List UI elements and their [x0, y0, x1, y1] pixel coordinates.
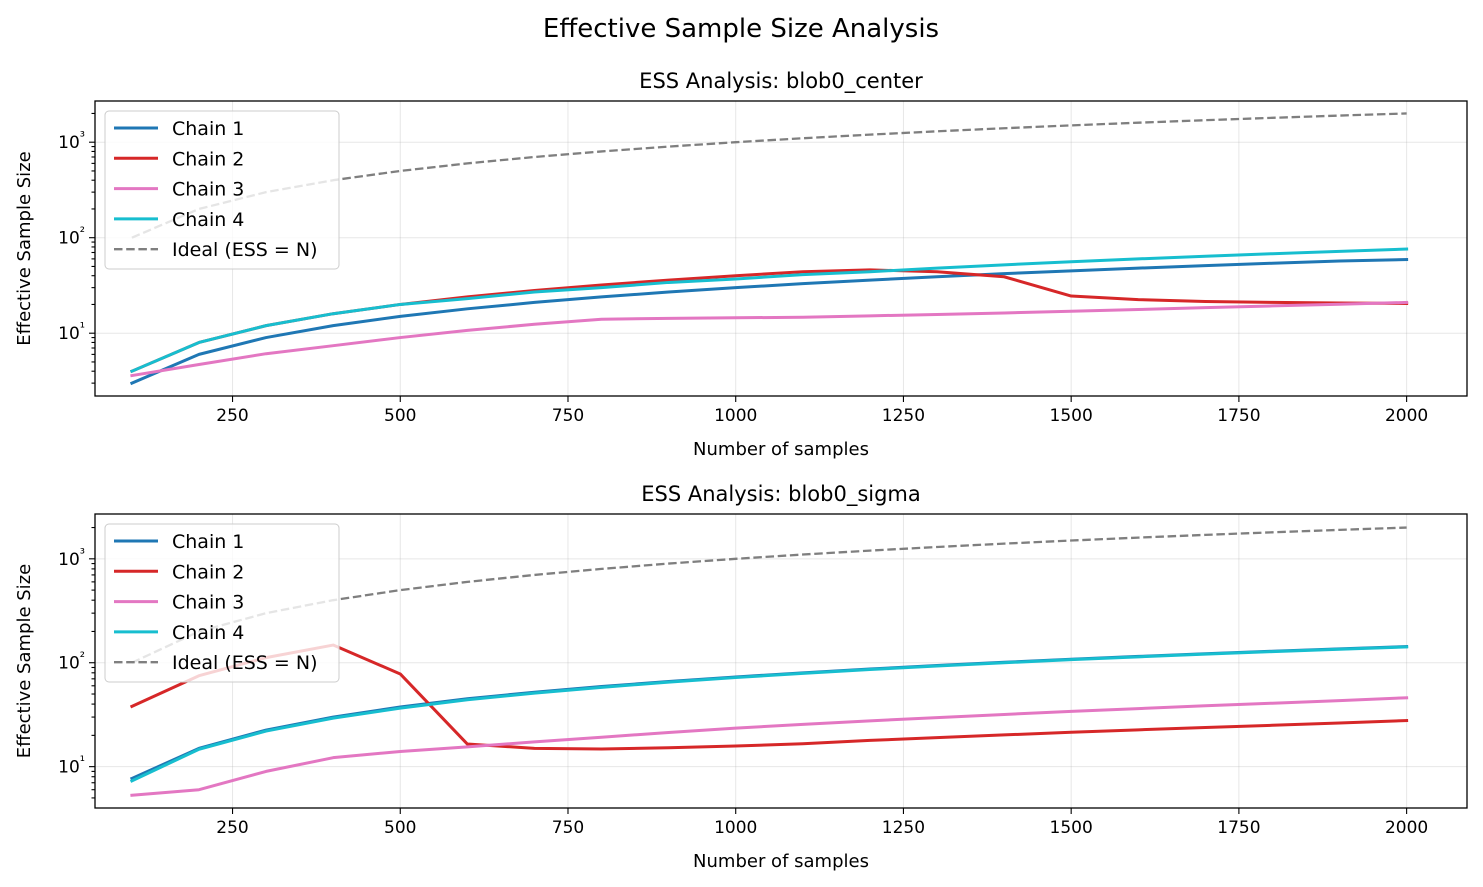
x-tick-label: 750 [552, 406, 584, 426]
series-line-chain-4 [129, 247, 1409, 374]
x-axis-label: Number of samples [693, 851, 869, 872]
legend-box [104, 110, 340, 270]
series-line-ideal-ess-n [131, 526, 1407, 664]
x-tick-label: 1750 [1217, 818, 1260, 838]
series-line-chain-3 [130, 696, 1409, 797]
x-axis-label: Number of samples [693, 439, 869, 460]
y-tick-label: 10² [58, 651, 85, 674]
x-tick-label: 250 [216, 406, 248, 426]
legend: Chain 1 Chain 2 Chain 3 Chain 4 Ideal (ESS =… [104, 110, 340, 270]
legend-label-chain-1: Chain 1 [172, 531, 244, 553]
legend-label-ideal-ess-n: Ideal (ESS = N) [172, 239, 317, 261]
y-tick-label: 10³ [58, 547, 85, 570]
series-line-ideal-ess-n [131, 112, 1407, 239]
series-line-chain-4 [129, 645, 1409, 783]
y-tick-label: 10¹ [58, 321, 85, 344]
y-tick-label: 10³ [58, 130, 85, 153]
x-tick-label: 1500 [1050, 406, 1093, 426]
axes-frame [94, 513, 1468, 809]
axes-frame [94, 100, 1468, 397]
legend-label-chain-4: Chain 4 [172, 209, 244, 231]
panel-blob0-center: 250 500 750 1000 1250 1500 1750 2000 10¹ 10² 10³ ES… [14, 69, 1468, 460]
x-tick-label: 750 [552, 818, 584, 838]
legend-label-chain-1: Chain 1 [172, 118, 244, 140]
figure-suptitle: Effective Sample Size Analysis [543, 14, 939, 44]
series-line-chain-2 [129, 643, 1409, 751]
y-tick-label: 10² [58, 226, 85, 249]
x-tick-label: 1000 [714, 818, 757, 838]
plot-area [129, 112, 1409, 386]
legend: Chain 1 Chain 2 Chain 3 Chain 4 Ideal (ESS =… [104, 523, 340, 683]
panel-title: ESS Analysis: blob0_center [639, 69, 923, 94]
x-tick-label: 1000 [714, 406, 757, 426]
x-tick-label: 1250 [882, 818, 925, 838]
series-line-chain-1 [129, 258, 1409, 386]
legend-label-ideal-ess-n: Ideal (ESS = N) [172, 652, 317, 674]
y-tick-label: 10¹ [58, 755, 85, 778]
x-tick-label: 500 [384, 818, 416, 838]
legend-label-chain-2: Chain 2 [172, 148, 244, 170]
panel-title: ESS Analysis: blob0_sigma [641, 482, 921, 507]
x-tick-label: 2000 [1385, 818, 1428, 838]
legend-label-chain-3: Chain 3 [172, 179, 244, 201]
legend-box [104, 523, 340, 683]
y-axis-label: Effective Sample Size [14, 151, 35, 345]
legend-label-chain-2: Chain 2 [172, 561, 244, 583]
legend-label-chain-3: Chain 3 [172, 592, 244, 614]
legend-label-chain-4: Chain 4 [172, 622, 244, 644]
x-tick-label: 1250 [882, 406, 925, 426]
x-tick-label: 250 [216, 818, 248, 838]
y-axis-label: Effective Sample Size [14, 564, 35, 758]
x-tick-label: 1750 [1217, 406, 1260, 426]
x-tick-label: 500 [384, 406, 416, 426]
plot-area [129, 526, 1409, 797]
x-tick-label: 2000 [1385, 406, 1428, 426]
x-tick-label: 1500 [1050, 818, 1093, 838]
panel-blob0-sigma: 250 500 750 1000 1250 1500 1750 2000 10¹ 10² 10³ ES… [14, 482, 1468, 872]
series-line-chain-3 [130, 300, 1409, 378]
